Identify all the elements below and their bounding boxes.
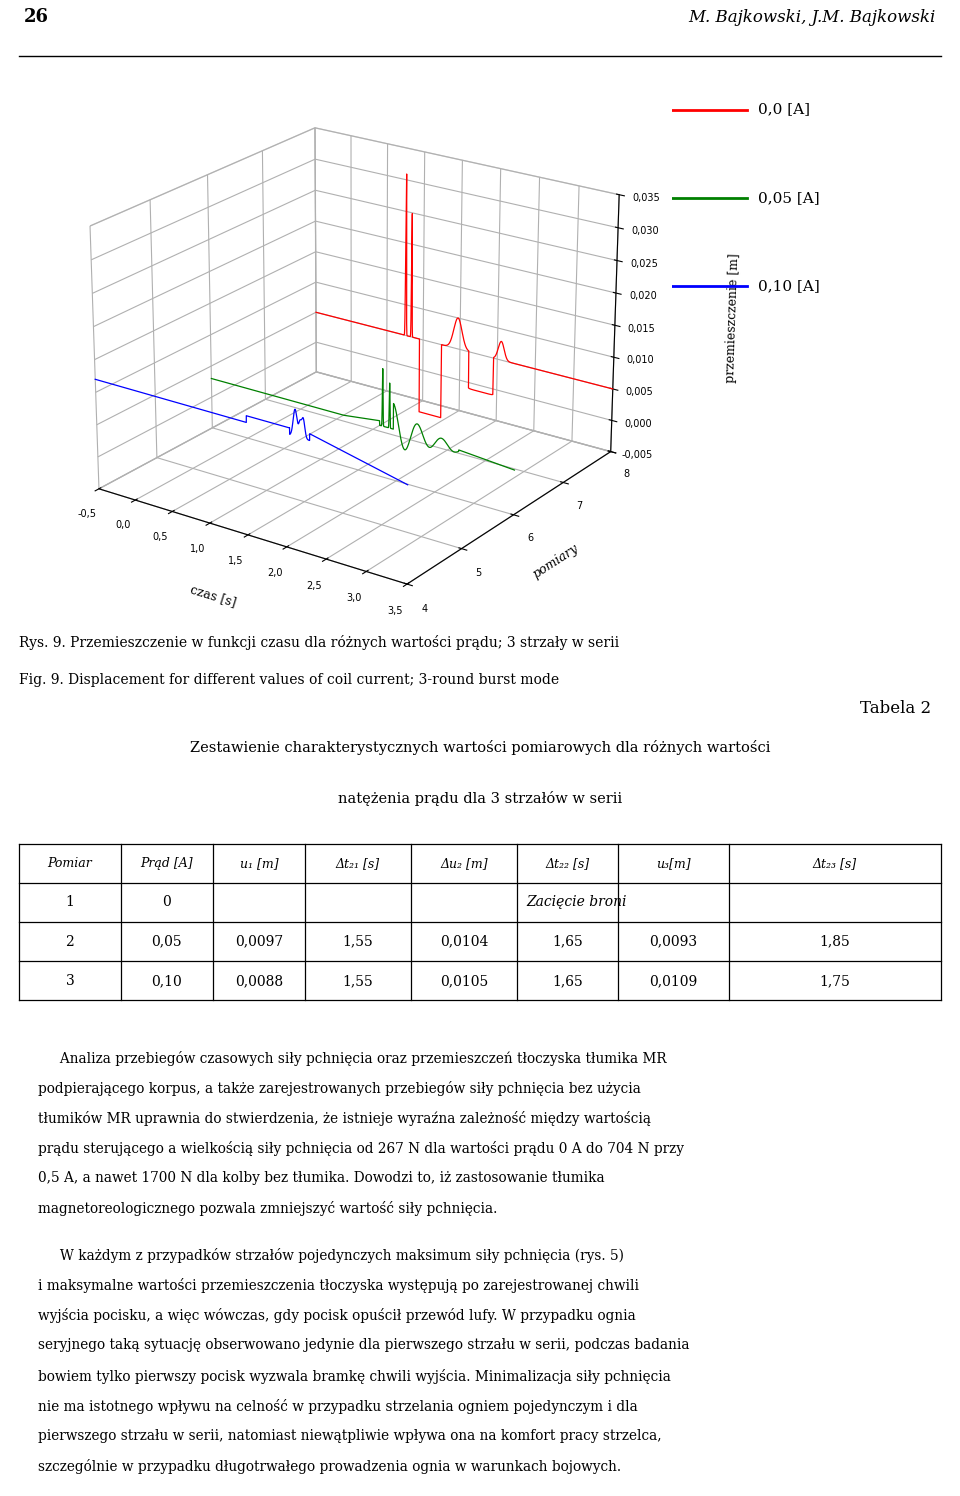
- Text: 0,0 [A]: 0,0 [A]: [758, 103, 810, 117]
- Text: M. Bajkowski, J.M. Bajkowski: M. Bajkowski, J.M. Bajkowski: [688, 9, 936, 25]
- Text: tłumików MR uprawnia do stwierdzenia, że istnieje wyraźna zależność między warto: tłumików MR uprawnia do stwierdzenia, że…: [38, 1110, 652, 1126]
- Text: 0: 0: [162, 896, 171, 910]
- Text: magnetoreologicznego pozwala zmniejszyć wartość siły pchnięcia.: magnetoreologicznego pozwala zmniejszyć …: [38, 1201, 498, 1216]
- Text: 1,65: 1,65: [552, 974, 583, 987]
- Text: W każdym z przypadków strzałów pojedynczych maksimum siły pchnięcia (rys. 5): W każdym z przypadków strzałów pojedyncz…: [38, 1249, 624, 1264]
- Text: 26: 26: [24, 9, 49, 27]
- Y-axis label: pomiary: pomiary: [530, 542, 581, 582]
- Text: bowiem tylko pierwszy pocisk wyzwala bramkę chwili wyjścia. Minimalizacja siły p: bowiem tylko pierwszy pocisk wyzwala bra…: [38, 1369, 671, 1384]
- Text: podpierającego korpus, a także zarejestrowanych przebiegów siły pchnięcia bez uż: podpierającego korpus, a także zarejestr…: [38, 1080, 641, 1095]
- Text: 2: 2: [65, 935, 74, 948]
- Text: u₃[m]: u₃[m]: [657, 857, 691, 869]
- Text: prądu sterującego a wielkością siły pchnięcia od 267 N dla wartości prądu 0 A do: prądu sterującego a wielkością siły pchn…: [38, 1141, 684, 1156]
- X-axis label: czas [s]: czas [s]: [189, 582, 238, 609]
- Text: 0,0105: 0,0105: [440, 974, 488, 987]
- Text: Prąd [A]: Prąd [A]: [140, 857, 193, 869]
- Text: Δt₂₁ [s]: Δt₂₁ [s]: [336, 857, 380, 869]
- Text: 1,75: 1,75: [820, 974, 851, 987]
- Text: Zestawienie charakterystycznych wartości pomiarowych dla różnych wartości: Zestawienie charakterystycznych wartości…: [190, 739, 770, 754]
- Text: 1,65: 1,65: [552, 935, 583, 948]
- Text: 0,05 [A]: 0,05 [A]: [758, 190, 820, 205]
- Text: Δt₂₂ [s]: Δt₂₂ [s]: [545, 857, 589, 869]
- Text: 0,10 [A]: 0,10 [A]: [758, 278, 820, 293]
- Text: 1,55: 1,55: [343, 935, 373, 948]
- Text: 0,0093: 0,0093: [650, 935, 698, 948]
- Text: Zacięcie broni: Zacięcie broni: [526, 896, 627, 910]
- Text: 3: 3: [65, 974, 74, 987]
- Text: Δu₂ [m]: Δu₂ [m]: [440, 857, 488, 869]
- Text: 1,55: 1,55: [343, 974, 373, 987]
- Text: Analiza przebiegów czasowych siły pchnięcia oraz przemieszczeń tłoczyska tłumika: Analiza przebiegów czasowych siły pchnię…: [38, 1050, 667, 1065]
- Text: Pomiar: Pomiar: [47, 857, 92, 869]
- Text: 0,0097: 0,0097: [234, 935, 283, 948]
- Text: Fig. 9. Displacement for different values of coil current; 3-round burst mode: Fig. 9. Displacement for different value…: [19, 673, 560, 687]
- Text: 0,0104: 0,0104: [440, 935, 488, 948]
- Text: Rys. 9. Przemieszczenie w funkcji czasu dla różnych wartości prądu; 3 strzały w : Rys. 9. Przemieszczenie w funkcji czasu …: [19, 634, 619, 649]
- Text: seryjnego taką sytuację obserwowano jedynie dla pierwszego strzału w serii, podc: seryjnego taką sytuację obserwowano jedy…: [38, 1339, 690, 1352]
- Text: 1,85: 1,85: [820, 935, 851, 948]
- Text: wyjścia pocisku, a więc wówczas, gdy pocisk opuścił przewód lufy. W przypadku og: wyjścia pocisku, a więc wówczas, gdy poc…: [38, 1309, 636, 1324]
- Text: 0,10: 0,10: [152, 974, 182, 987]
- Text: szczególnie w przypadku długotrwałego prowadzenia ognia w warunkach bojowych.: szczególnie w przypadku długotrwałego pr…: [38, 1459, 621, 1474]
- Text: 0,0109: 0,0109: [649, 974, 698, 987]
- Text: pierwszego strzału w serii, natomiast niewątpliwie wpływa ona na komfort pracy s: pierwszego strzału w serii, natomiast ni…: [38, 1429, 662, 1442]
- Text: Δt₂₃ [s]: Δt₂₃ [s]: [813, 857, 857, 869]
- Text: nie ma istotnego wpływu na celność w przypadku strzelania ogniem pojedynczym i d: nie ma istotnego wpływu na celność w prz…: [38, 1399, 638, 1414]
- Text: 0,05: 0,05: [152, 935, 182, 948]
- Text: u₁ [m]: u₁ [m]: [239, 857, 278, 869]
- Text: Tabela 2: Tabela 2: [860, 700, 931, 718]
- Text: 0,0088: 0,0088: [235, 974, 283, 987]
- Text: 0,5 A, a nawet 1700 N dla kolby bez tłumika. Dowodzi to, iż zastosowanie tłumika: 0,5 A, a nawet 1700 N dla kolby bez tłum…: [38, 1171, 605, 1185]
- Text: natężenia prądu dla 3 strzałów w serii: natężenia prądu dla 3 strzałów w serii: [338, 791, 622, 806]
- Text: 1: 1: [65, 896, 74, 910]
- Text: i maksymalne wartości przemieszczenia tłoczyska występują po zarejestrowanej chw: i maksymalne wartości przemieszczenia tł…: [38, 1279, 639, 1294]
